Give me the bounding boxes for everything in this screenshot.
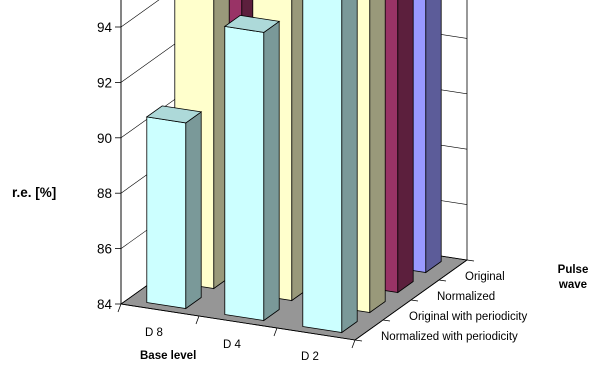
x-tick-label: D 8: [145, 327, 163, 339]
bar-side: [185, 111, 202, 310]
bar: [302, 0, 358, 334]
bar-front: [224, 25, 265, 321]
y-tick-label: 94: [97, 20, 113, 35]
bar-side: [425, 0, 442, 274]
bar-top: [145, 105, 203, 124]
gridline: [120, 0, 160, 28]
bar-front: [146, 116, 187, 309]
depth-tick-label: Normalized: [437, 291, 495, 303]
depth-axis-label-line2: wave: [558, 279, 587, 291]
depth-tick-mark: [466, 259, 475, 262]
bars: [145, 0, 442, 334]
depth-tick-mark: [354, 339, 363, 342]
depth-tick-mark: [438, 279, 447, 282]
x-axis-label: Base level: [140, 350, 196, 362]
y-tick-label: 84: [97, 297, 113, 312]
bar-side: [263, 20, 280, 322]
x-tick-mark: [351, 339, 356, 349]
y-tick-label: 88: [97, 186, 112, 201]
x-tick-mark: [117, 303, 122, 313]
axes: [115, 0, 475, 349]
axis-labels: r.e. [%] Base level Pulse wave 100989694…: [12, 20, 589, 363]
x-tick-mark: [195, 315, 200, 325]
depth-tick-label: Original: [465, 271, 505, 283]
y-tick-label: 92: [97, 75, 112, 90]
y-tick-label: 86: [97, 242, 112, 257]
depth-axis-label-line1: Pulse: [558, 264, 589, 276]
bar-side: [369, 0, 386, 314]
bar-side: [397, 0, 414, 294]
bar: [223, 14, 281, 322]
y-axis-label: r.e. [%]: [12, 185, 56, 200]
depth-tick-mark: [382, 319, 391, 322]
x-tick-label: D 2: [301, 351, 319, 363]
depth-tick-label: Normalized with periodicity: [381, 331, 518, 343]
depth-tick-mark: [410, 299, 419, 302]
depth-tick-label: Original with periodicity: [409, 311, 527, 323]
bar-top: [223, 14, 281, 33]
x-axis-line: [120, 303, 356, 341]
x-tick-label: D 4: [223, 339, 242, 351]
y-tick-label: 90: [97, 131, 112, 146]
x-tick-mark: [273, 327, 278, 337]
bar-side: [341, 0, 358, 334]
bar: [145, 105, 203, 310]
bar-front: [302, 0, 343, 333]
